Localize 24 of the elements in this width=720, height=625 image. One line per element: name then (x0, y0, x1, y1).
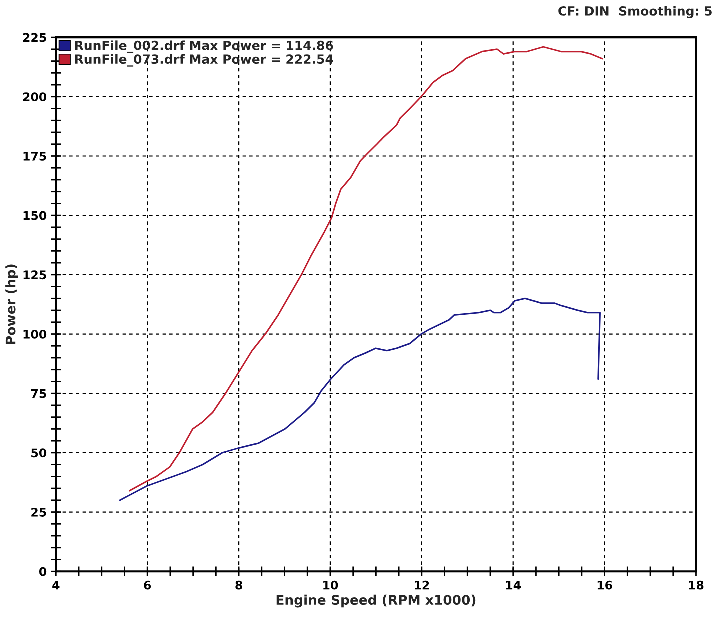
y-tick-label: 225 (23, 33, 46, 42)
x-tick-label: 14 (506, 581, 522, 590)
y-tick-label: 0 (39, 567, 47, 576)
legend-label: RunFile_002.drf Max Power = 114.86 (75, 40, 334, 54)
x-tick-label: 12 (415, 580, 430, 590)
x-axis-title: Engine Speed (RPM x1000) (276, 594, 476, 608)
y-tick-label: 175 (24, 152, 46, 161)
y-tick-label: 125 (24, 270, 46, 280)
x-tick-label: 6 (144, 580, 152, 590)
legend-label: RunFile_073.drf Max Power = 222.54 (75, 54, 334, 67)
y-tick-label: 75 (31, 389, 46, 398)
line-series (119, 298, 601, 502)
x-tick-label: 18 (689, 580, 704, 590)
x-tick-label: 16 (598, 580, 612, 590)
y-tick-label: 150 (24, 211, 47, 220)
y-tick-label: 25 (32, 508, 46, 517)
y-tick-label: 200 (23, 92, 47, 102)
y-axis-title: Power (hp) (6, 264, 18, 344)
x-tick-label: 10 (324, 580, 338, 590)
x-tick-label: 4 (52, 581, 60, 590)
y-tick-label: 50 (32, 448, 47, 458)
y-tick-label: 100 (24, 330, 47, 339)
x-tick-label: 8 (236, 580, 242, 590)
text: CF: DIN Smoothing: 5 (558, 6, 712, 18)
